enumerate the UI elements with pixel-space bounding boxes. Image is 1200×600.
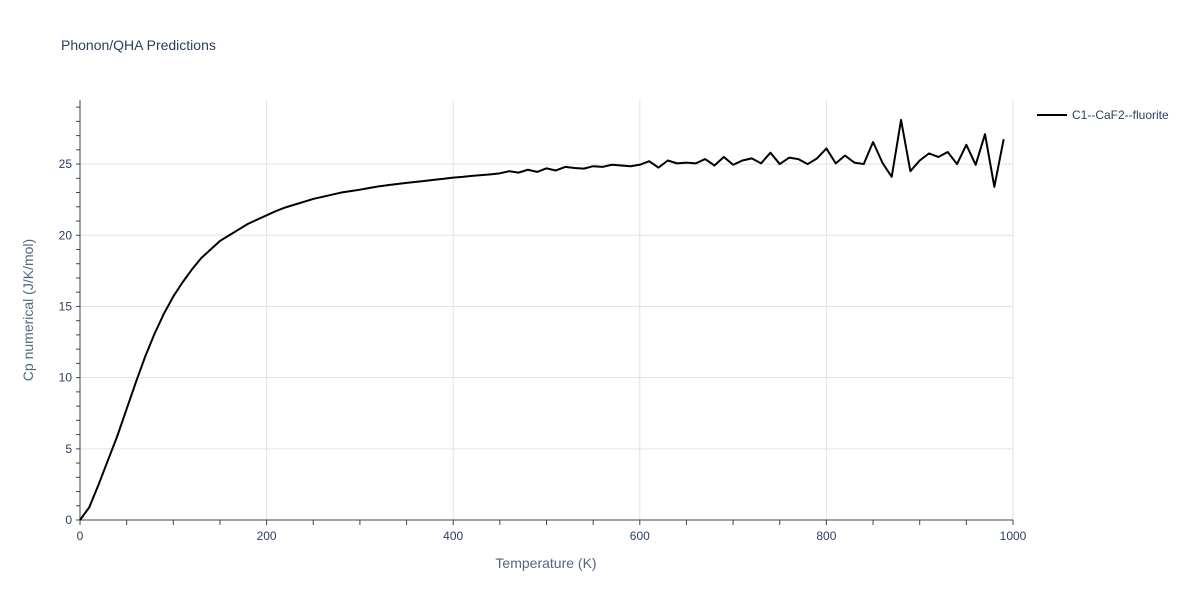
y-tick-label: 15 [59,299,73,313]
axes [76,100,1014,525]
chart-title: Phonon/QHA Predictions [61,37,216,53]
x-tick-label: 400 [443,529,463,543]
series-line [79,118,1005,521]
y-tick-label: 25 [59,157,73,171]
legend-label: C1--CaF2--fluorite [1072,108,1169,122]
legend[interactable]: C1--CaF2--fluorite [1037,108,1169,122]
x-axis-title: Temperature (K) [495,555,596,571]
x-tick-label: 800 [816,529,836,543]
x-tick-label: 200 [257,529,277,543]
x-tick-label: 600 [630,529,650,543]
y-tick-label: 0 [65,513,72,527]
x-tick-label: 0 [77,529,84,543]
grid [80,100,1014,520]
series-group [79,118,1005,521]
x-tick-label: 1000 [1000,529,1027,543]
y-tick-label: 20 [59,228,73,242]
y-tick-label: 10 [59,371,73,385]
y-tick-label: 5 [65,442,72,456]
x-axis-ticks: 0 200 400 600 800 1000 [77,529,1027,543]
y-axis-title: Cp numerical (J/K/mol) [20,239,36,381]
y-axis-ticks: 0 5 10 15 20 25 [59,157,73,527]
